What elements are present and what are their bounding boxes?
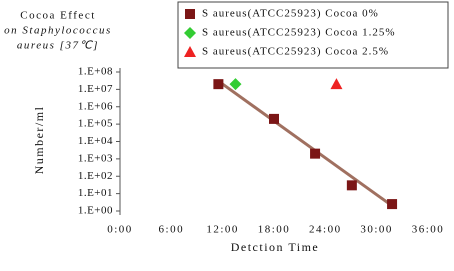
x-tick-label: 36:00: [412, 224, 445, 236]
data-point: [346, 180, 357, 191]
y-axis-label: Number/ml: [32, 106, 46, 175]
x-tick-label: 18:00: [258, 224, 291, 236]
y-tick-label: 1.E+04: [78, 135, 113, 147]
data-point: [229, 78, 242, 91]
legend-label: S aureus(ATCC25923) Cocoa 2.5%: [202, 46, 389, 58]
y-tick-label: 1.E+03: [78, 152, 113, 164]
data-point: [269, 113, 279, 124]
data-point: [387, 199, 398, 210]
x-axis-label: Detction Time: [231, 240, 320, 254]
trendline: [217, 79, 393, 207]
chart-title: on Staphylococcus: [4, 25, 112, 37]
y-tick-label: 1.E+00: [78, 205, 113, 217]
x-tick-label: 0:00: [107, 224, 133, 236]
x-tick-label: 30:00: [360, 224, 393, 236]
chart-title: Cocoa Effect: [20, 10, 96, 22]
x-tick-label: 6:00: [159, 224, 185, 236]
y-tick-label: 1.E+06: [78, 100, 113, 112]
y-tick-label: 1.E+02: [78, 170, 113, 182]
legend: [177, 1, 449, 69]
x-tick-label: 24:00: [309, 224, 342, 236]
y-tick-label: 1.E+01: [78, 187, 113, 199]
legend-marker: [185, 9, 195, 19]
legend-marker: [184, 46, 196, 57]
data-point: [213, 79, 224, 90]
legend-marker: [184, 27, 196, 39]
legend-label: S aureus(ATCC25923) Cocoa 1.25%: [202, 27, 396, 39]
data-point: [330, 78, 343, 90]
y-tick-label: 1.E+05: [78, 118, 113, 130]
legend-label: S aureus(ATCC25923) Cocoa 0%: [202, 8, 379, 20]
y-tick-label: 1.E+07: [78, 83, 113, 95]
y-tick-label: 1.E+08: [78, 66, 113, 78]
chart-title: aureus [37℃]: [17, 40, 99, 52]
x-tick-label: 12:00: [206, 224, 239, 236]
data-point: [310, 148, 321, 159]
